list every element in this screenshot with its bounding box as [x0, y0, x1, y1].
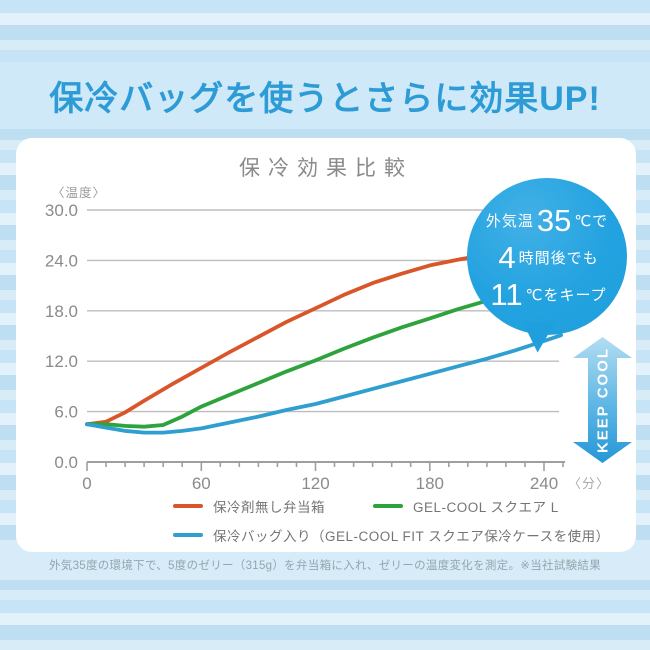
keep-cool-arrow: KEEP COOL: [573, 337, 632, 463]
legend-swatch-green: [373, 504, 403, 508]
legend-swatch-blue: [173, 533, 203, 537]
callout-line-1: 外気温 35 ℃で: [486, 202, 608, 239]
series-line-1: [85, 285, 550, 429]
callout-line-1-value: 35: [536, 202, 572, 238]
y-tick-label-18: 18.0: [45, 302, 78, 321]
legend-label-cooling-bag: 保冷バッグ入り（GEL-COOL FIT スクエア保冷ケースを使用）: [213, 529, 610, 544]
callout-line-3: 11 ℃をキープ: [487, 276, 606, 313]
y-tick-label-24: 24.0: [45, 251, 78, 270]
footnote: 外気35度の環境下で、5度のゼリー（315g）を弁当箱に入れ、ゼリーの温度変化を…: [48, 560, 602, 572]
callout-line-2-value: 4: [498, 239, 516, 275]
callout-line-1-suffix: ℃で: [574, 213, 609, 230]
callout-line-3-value: 11: [490, 276, 523, 312]
callout-line-2: 4 時間後でも: [495, 239, 598, 276]
y-tick-label-30: 30.0: [45, 201, 78, 220]
banner-title: 保冷バッグを使うとさらに効果UP!: [49, 80, 601, 118]
legend-row-1: 保冷剤無し弁当箱 GEL-COOL スクエア L: [173, 496, 610, 516]
keep-cool-label: KEEP COOL: [594, 346, 611, 454]
legend-item-cooling-bag: 保冷バッグ入り（GEL-COOL FIT スクエア保冷ケースを使用）: [173, 525, 610, 545]
callout-line-2-suffix: 時間後でも: [518, 250, 599, 267]
callout-line-1-prefix: 外気温: [485, 213, 534, 230]
x-axis-unit-label: 〈分〉: [568, 476, 610, 491]
footer-band: [0, 550, 650, 580]
legend-swatch-orange: [173, 504, 203, 508]
chart-panel: 保冷効果比較 〈温度〉 0.0 6.0 12.0 18.0 24.0 30.0 0 60 120…: [16, 138, 636, 552]
legend-item-gelcool-square: GEL-COOL スクエア L: [373, 496, 559, 516]
series-line-2: [85, 333, 563, 435]
series-line-0: [85, 247, 550, 427]
keep-cool-arrow-shape: [573, 337, 632, 463]
legend: 保冷剤無し弁当箱 GEL-COOL スクエア L 保冷バッグ入り（GEL-COO…: [173, 496, 610, 554]
x-tick-label-240: 240: [530, 474, 558, 493]
legend-item-no-cooling: 保冷剤無し弁当箱: [173, 496, 325, 516]
y-axis-unit-label: 〈温度〉: [52, 186, 107, 200]
y-tick-label-0: 0.0: [54, 453, 78, 472]
callout-bubble: 外気温 35 ℃で 4 時間後でも 11 ℃をキープ: [467, 178, 627, 354]
y-tick-label-6: 6.0: [54, 403, 78, 422]
callout-line-3-suffix: ℃をキープ: [525, 287, 607, 304]
x-tick-label-120: 120: [301, 474, 329, 493]
x-tick-label-0: 0: [82, 474, 91, 493]
y-tick-label-12: 12.0: [45, 352, 78, 371]
x-tick-label-180: 180: [416, 474, 444, 493]
callout-bubble-tail: [523, 320, 560, 354]
legend-label-no-cooling: 保冷剤無し弁当箱: [213, 500, 325, 515]
banner: 保冷バッグを使うとさらに効果UP!: [0, 62, 650, 129]
x-tick-label-60: 60: [192, 474, 211, 493]
legend-label-gelcool-square: GEL-COOL スクエア L: [413, 500, 559, 515]
chart-title: 保冷効果比較: [239, 157, 413, 180]
legend-row-2: 保冷バッグ入り（GEL-COOL FIT スクエア保冷ケースを使用）: [173, 525, 610, 545]
